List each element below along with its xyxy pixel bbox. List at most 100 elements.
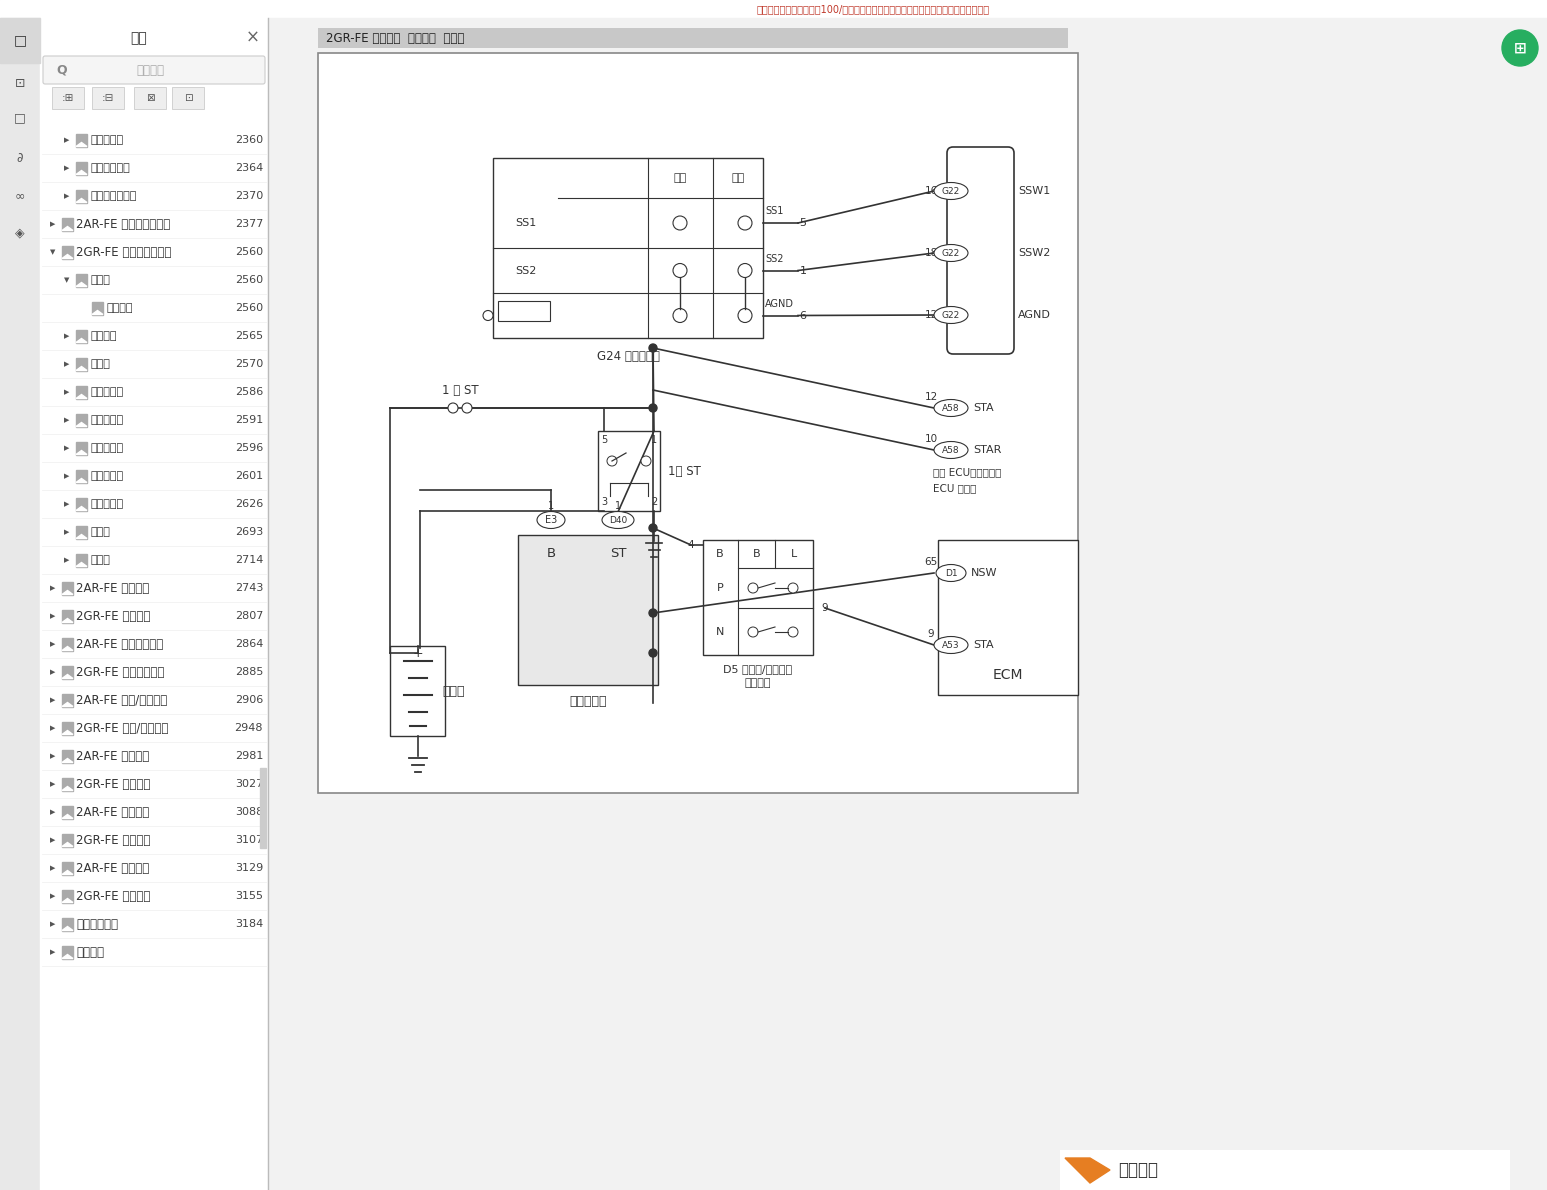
Text: A58: A58 bbox=[942, 403, 959, 413]
Text: ⊞: ⊞ bbox=[1513, 40, 1527, 56]
Bar bbox=[62, 946, 73, 958]
Text: Q: Q bbox=[57, 63, 68, 76]
Bar bbox=[76, 330, 87, 343]
Text: （修市于在线页料库云页100/中，全部完全页料兇页直问，扫码即进二维码即可查看）: （修市于在线页料库云页100/中，全部完全页料兇页直问，扫码即进二维码即可查看） bbox=[756, 4, 990, 14]
Circle shape bbox=[738, 217, 752, 230]
Text: SS2: SS2 bbox=[515, 265, 537, 276]
Circle shape bbox=[606, 456, 617, 466]
Bar bbox=[62, 245, 73, 258]
Circle shape bbox=[650, 344, 657, 352]
Text: 3: 3 bbox=[600, 497, 606, 507]
Polygon shape bbox=[62, 255, 73, 258]
Text: 2364: 2364 bbox=[235, 163, 263, 173]
Bar bbox=[1060, 1150, 1510, 1190]
Text: 2GR-FE 润滑系统: 2GR-FE 润滑系统 bbox=[76, 833, 150, 846]
Text: 巡航控制系统: 巡航控制系统 bbox=[76, 917, 118, 931]
Bar bbox=[76, 526, 87, 539]
Bar bbox=[62, 694, 73, 707]
Polygon shape bbox=[76, 563, 87, 566]
Text: 发动机: 发动机 bbox=[90, 275, 110, 284]
Bar bbox=[702, 540, 814, 654]
Bar bbox=[40, 18, 268, 1190]
Text: 1: 1 bbox=[616, 501, 620, 511]
Text: :⊟: :⊟ bbox=[102, 93, 114, 104]
Bar bbox=[76, 441, 87, 455]
Text: 2AR-FE 起动系统: 2AR-FE 起动系统 bbox=[76, 862, 149, 875]
Text: 2AR-FE 冷却系统: 2AR-FE 冷却系统 bbox=[76, 750, 149, 763]
Text: 2AR-FE 燃油系统: 2AR-FE 燃油系统 bbox=[76, 582, 149, 595]
Text: 传动皮带: 传动皮带 bbox=[90, 331, 116, 342]
Text: 车上检查: 车上检查 bbox=[107, 303, 133, 313]
Bar bbox=[319, 29, 1067, 48]
Polygon shape bbox=[62, 871, 73, 875]
Bar bbox=[62, 806, 73, 819]
Text: ▶: ▶ bbox=[65, 445, 70, 451]
Text: 发动机总成: 发动机总成 bbox=[90, 471, 124, 481]
Circle shape bbox=[749, 627, 758, 637]
Polygon shape bbox=[62, 675, 73, 678]
Bar bbox=[76, 470, 87, 482]
Bar bbox=[62, 218, 73, 231]
Text: ∞: ∞ bbox=[15, 189, 25, 202]
Text: SS2: SS2 bbox=[766, 253, 783, 263]
Text: ECU 总成）: ECU 总成） bbox=[933, 483, 976, 493]
Text: ▶: ▶ bbox=[51, 921, 56, 927]
Text: 2885: 2885 bbox=[235, 668, 263, 677]
Text: 3107: 3107 bbox=[235, 835, 263, 845]
Polygon shape bbox=[1064, 1158, 1111, 1183]
Text: 9: 9 bbox=[928, 630, 934, 639]
Circle shape bbox=[1502, 30, 1538, 65]
Ellipse shape bbox=[934, 244, 968, 262]
Text: □: □ bbox=[14, 112, 26, 125]
Text: 2864: 2864 bbox=[235, 639, 263, 649]
Text: L: L bbox=[791, 549, 797, 559]
Text: STA: STA bbox=[973, 403, 993, 413]
Text: 凸轮轴: 凸轮轴 bbox=[90, 359, 110, 369]
Text: ▶: ▶ bbox=[65, 361, 70, 367]
Text: 尾气系统: 尾气系统 bbox=[76, 946, 104, 958]
Polygon shape bbox=[76, 367, 87, 370]
Text: 2948: 2948 bbox=[235, 724, 263, 733]
Polygon shape bbox=[62, 898, 73, 902]
Text: 2596: 2596 bbox=[235, 443, 263, 453]
Text: 起动机总成: 起动机总成 bbox=[569, 695, 606, 708]
Text: ◈: ◈ bbox=[15, 226, 25, 239]
Text: AGND: AGND bbox=[511, 311, 541, 320]
Text: 3184: 3184 bbox=[235, 919, 263, 929]
Bar bbox=[62, 721, 73, 734]
Text: 2: 2 bbox=[651, 497, 657, 507]
Text: 9: 9 bbox=[821, 603, 828, 613]
Text: 2GR-FE 起动系统  起动系统  系统图: 2GR-FE 起动系统 起动系统 系统图 bbox=[326, 31, 464, 44]
Bar bbox=[260, 768, 266, 848]
Text: 2560: 2560 bbox=[235, 248, 263, 257]
Text: 2743: 2743 bbox=[235, 583, 263, 593]
Circle shape bbox=[787, 583, 798, 593]
Text: 2560: 2560 bbox=[235, 303, 263, 313]
Text: ▼: ▼ bbox=[65, 277, 70, 283]
Text: G24 发动机开关: G24 发动机开关 bbox=[597, 350, 659, 363]
Circle shape bbox=[673, 263, 687, 277]
Text: 2GR-FE 起动系统: 2GR-FE 起动系统 bbox=[76, 889, 150, 902]
Text: 空燃比传感器: 空燃比传感器 bbox=[90, 163, 130, 173]
Text: ∂: ∂ bbox=[17, 151, 23, 164]
Text: 2AR-FE 进气/排气系统: 2AR-FE 进气/排气系统 bbox=[76, 694, 167, 707]
Text: ▶: ▶ bbox=[51, 948, 56, 956]
Text: ▶: ▶ bbox=[51, 725, 56, 731]
Text: G22: G22 bbox=[942, 187, 961, 195]
Text: 曲轴前油封: 曲轴前油封 bbox=[90, 415, 124, 425]
Bar bbox=[0, 0, 1547, 18]
Bar bbox=[498, 301, 551, 321]
Text: G22: G22 bbox=[942, 249, 961, 257]
Text: 2377: 2377 bbox=[235, 219, 263, 228]
Text: 10: 10 bbox=[925, 434, 937, 444]
Text: 65: 65 bbox=[925, 557, 937, 566]
Circle shape bbox=[673, 217, 687, 230]
Bar bbox=[91, 301, 104, 314]
Text: SSW1: SSW1 bbox=[1018, 186, 1050, 196]
Polygon shape bbox=[76, 199, 87, 202]
Bar bbox=[76, 553, 87, 566]
Text: 12: 12 bbox=[925, 392, 937, 402]
Bar bbox=[76, 386, 87, 399]
FancyBboxPatch shape bbox=[947, 148, 1013, 353]
Text: ⊠: ⊠ bbox=[145, 93, 155, 104]
